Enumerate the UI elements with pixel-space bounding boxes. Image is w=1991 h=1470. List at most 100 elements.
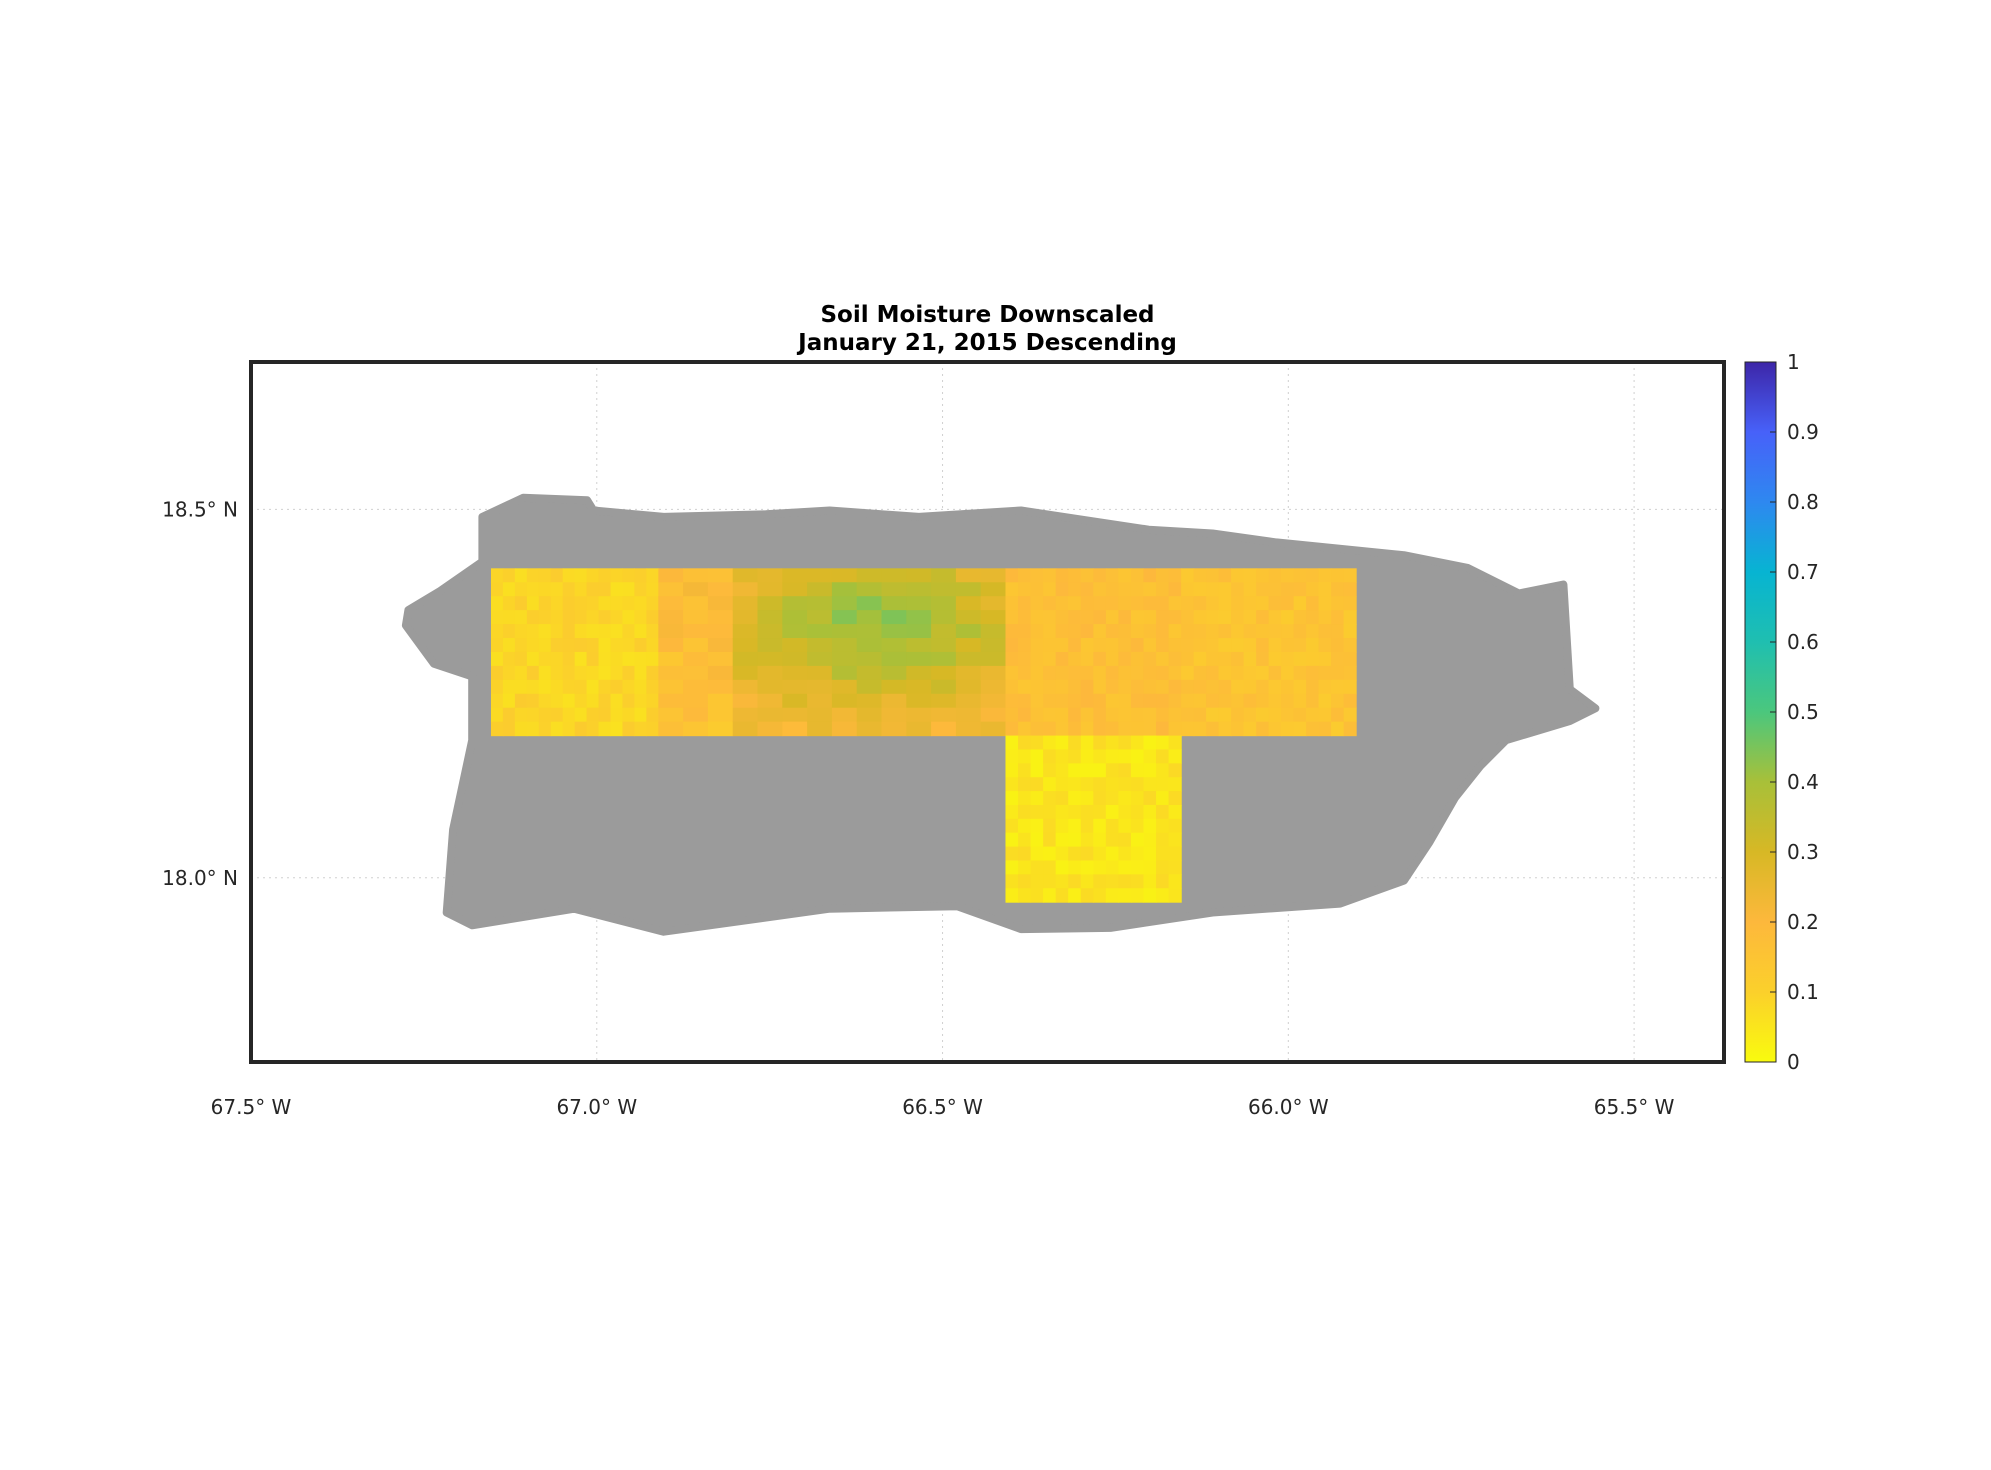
data-cell [807, 679, 833, 695]
data-cell [1168, 624, 1182, 639]
data-cell [1193, 568, 1207, 583]
data-cell [598, 582, 612, 597]
data-cell [856, 624, 883, 639]
data-cell [1218, 568, 1232, 583]
data-cell [1206, 721, 1220, 737]
data-cell [1293, 665, 1307, 681]
data-cell [782, 679, 808, 695]
data-cell [1243, 638, 1257, 653]
data-cell [1268, 693, 1282, 709]
data-cell [1080, 888, 1094, 903]
data-cell [1043, 763, 1057, 778]
data-cell [1331, 624, 1345, 639]
data-cell [1005, 874, 1019, 889]
data-cell [490, 568, 504, 583]
data-cell [1206, 651, 1220, 667]
data-cell [1168, 763, 1182, 778]
data-cell [1168, 665, 1182, 681]
data-cell [622, 624, 636, 639]
data-cell [1043, 846, 1057, 862]
data-cell [562, 582, 576, 597]
data-cell [1181, 665, 1195, 681]
data-cell [538, 638, 552, 653]
colorbar-tick-label: 0.5 [1787, 700, 1819, 724]
data-cell [1331, 679, 1345, 695]
data-cell [732, 624, 759, 639]
data-cell [490, 707, 504, 723]
data-cell [634, 651, 647, 667]
data-cell [906, 651, 932, 667]
data-cell [1130, 596, 1145, 611]
data-cell [757, 638, 783, 653]
data-cell [1143, 596, 1157, 611]
data-cell [1130, 624, 1145, 639]
data-cell [1168, 610, 1182, 625]
data-cell [1306, 693, 1320, 709]
data-cell [1343, 693, 1357, 709]
data-cell [1018, 832, 1032, 848]
data-cell [658, 596, 684, 611]
data-cell [1005, 749, 1019, 764]
data-cell [1043, 651, 1057, 667]
data-cell [1105, 763, 1120, 778]
data-cell [646, 624, 659, 639]
data-cell [574, 721, 588, 737]
data-cell [1018, 610, 1032, 625]
data-cell [562, 651, 576, 667]
data-cell [1193, 596, 1207, 611]
y-tick-label: 18.5° N [162, 497, 238, 521]
data-cell [1118, 693, 1132, 709]
data-cell [1243, 707, 1257, 723]
data-cell [931, 568, 957, 583]
data-cell [1068, 582, 1082, 597]
data-cell [1218, 582, 1232, 597]
data-cell [1318, 610, 1332, 625]
data-cell [1156, 582, 1170, 597]
data-cell [1118, 624, 1132, 639]
data-cell [1118, 860, 1132, 875]
data-cell [1168, 693, 1182, 709]
data-cell [574, 679, 588, 695]
data-cell [1130, 707, 1145, 723]
data-cell [1243, 651, 1257, 667]
data-cell [658, 610, 684, 625]
data-cell [658, 651, 684, 667]
data-cell [634, 610, 647, 625]
data-cell [906, 665, 932, 681]
data-cell [1343, 638, 1357, 653]
data-cell [1293, 651, 1307, 667]
data-cell [1293, 610, 1307, 625]
data-cell [1343, 651, 1357, 667]
data-cell [881, 568, 907, 583]
data-cell [906, 693, 932, 709]
data-cell [1118, 721, 1132, 737]
data-cell [782, 638, 808, 653]
data-cell [1343, 665, 1357, 681]
data-cell [856, 568, 883, 583]
data-cell [931, 693, 957, 709]
data-cell [732, 651, 759, 667]
data-cell [1005, 888, 1019, 903]
data-cell [782, 721, 808, 737]
data-cell [906, 638, 932, 653]
data-cell [1268, 568, 1282, 583]
data-cell [1281, 679, 1295, 695]
data-cell [1068, 846, 1082, 862]
data-cell [1118, 832, 1132, 848]
data-cell [622, 707, 636, 723]
data-cell [1306, 582, 1320, 597]
data-cell [502, 651, 516, 667]
data-cell [906, 624, 932, 639]
data-cell [1218, 665, 1232, 681]
data-cell [683, 707, 709, 723]
data-cell [550, 721, 564, 737]
data-cell [502, 679, 516, 695]
data-cell [538, 651, 552, 667]
data-cell [1118, 763, 1132, 778]
data-cell [807, 693, 833, 709]
data-cell [646, 665, 659, 681]
data-cell [622, 721, 636, 737]
data-cell [1143, 735, 1157, 751]
data-cell [856, 665, 883, 681]
data-cell [1068, 651, 1082, 667]
